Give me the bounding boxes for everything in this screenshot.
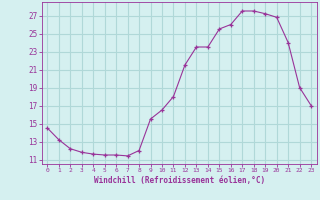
X-axis label: Windchill (Refroidissement éolien,°C): Windchill (Refroidissement éolien,°C): [94, 176, 265, 185]
